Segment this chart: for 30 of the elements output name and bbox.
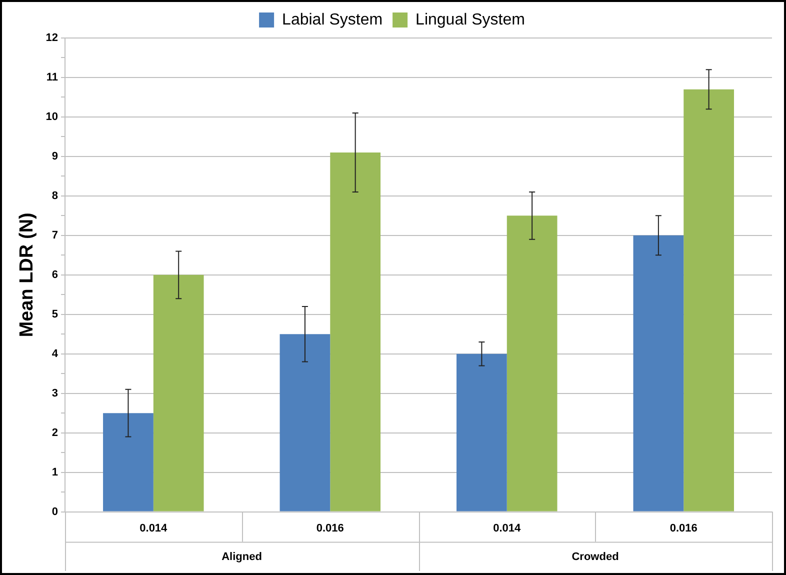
y-tick-label: 10 [46, 111, 58, 123]
y-tick-label: 1 [52, 466, 58, 478]
bar [330, 152, 381, 512]
y-tick-label: 11 [46, 72, 58, 84]
bar [684, 89, 734, 512]
bar [103, 413, 154, 512]
x-tick-label: 0.016 [316, 522, 344, 534]
bar [456, 354, 507, 512]
bar [633, 235, 684, 512]
text: Aligned [222, 550, 262, 563]
y-tick-label: 12 [46, 32, 58, 44]
y-tick-label: 8 [52, 190, 58, 202]
y-axis-title: Mean LDR (N) [16, 212, 38, 338]
bar [153, 274, 204, 512]
y-tick-label: 3 [52, 387, 58, 400]
y-tick-label: 7 [52, 229, 58, 242]
bar [280, 334, 330, 512]
legend-label: Labial System [282, 11, 383, 28]
bar [506, 216, 558, 512]
y-tick-label: 6 [52, 268, 58, 281]
x-tick-label: 0.016 [670, 522, 698, 534]
x-tick-label: 0.014 [140, 522, 168, 534]
y-tick-label: 9 [52, 150, 58, 162]
y-tick-label: 0 [52, 506, 58, 518]
y-tick-label: 2 [52, 426, 58, 439]
text: Crowded [572, 550, 619, 563]
y-tick-label: 4 [52, 348, 59, 360]
legend-label: Lingual System [416, 11, 525, 28]
x-tick-label: 0.014 [493, 522, 522, 534]
y-tick-label: 5 [52, 308, 58, 320]
